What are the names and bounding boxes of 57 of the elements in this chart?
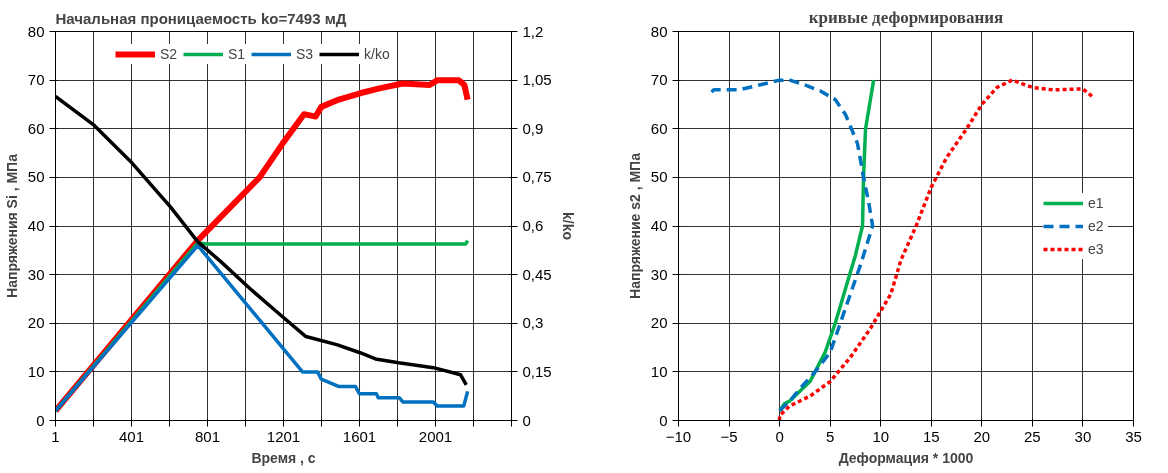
y2-axis-title: k/ko [559,211,576,241]
x-tick-label: 0 [775,427,784,445]
x-tick-label: 801 [194,427,221,445]
legend-label: S1 [228,46,247,62]
y-tick-label: 30 [27,265,45,283]
x-tick-label: 35 [1125,427,1142,445]
y2-tick-label: 1,2 [522,22,544,40]
legend-label: e2 [1088,217,1105,234]
y-tick-label: 60 [27,119,45,137]
legend-label: S3 [296,46,315,62]
legend-label: e1 [1088,194,1105,211]
y-tick-label: 20 [650,314,668,332]
y-tick-label: 80 [27,22,45,40]
y-tick-label: 50 [650,168,668,186]
y2-tick-label: 0 [522,411,531,429]
x-axis-title: Деформация * 1000 [838,449,974,466]
y2-tick-label: 1,05 [522,71,552,89]
y-tick-label: 40 [27,217,45,234]
x-tick-label: 25 [1024,427,1041,445]
x-tick-label: 1 [51,427,60,445]
y-tick-label: 30 [650,265,668,283]
legend-label: e3 [1088,240,1105,257]
x-tick-label: 401 [118,427,145,445]
y-tick-label: 60 [650,119,668,137]
x-tick-label: 15 [922,427,940,445]
legend-label: k/ko [364,46,390,62]
x-tick-label: 5 [826,427,835,445]
x-tick-label: −10 [665,427,692,445]
legend-label: S2 [160,46,179,62]
x-tick-label: 1201 [266,427,301,445]
y2-tick-label: 0,15 [522,362,552,380]
y-axis-title: Напряжение s2 , МПа [626,152,643,299]
x-axis-title: Время , с [251,449,316,466]
y2-tick-label: 0,9 [522,119,544,137]
y-tick-label: 70 [650,71,668,89]
y2-tick-label: 0,75 [522,168,552,186]
y-tick-label: 10 [650,362,668,380]
y-tick-label: 10 [27,362,45,380]
y-tick-label: 80 [650,22,668,40]
y2-tick-label: 0,45 [522,265,552,283]
y-axis-title: Напряжения Si , МПа [3,153,20,298]
y2-tick-label: 0,3 [522,314,544,332]
x-tick-label: 1601 [342,427,377,445]
x-tick-label: −5 [720,427,738,445]
y-tick-label: 50 [27,168,45,186]
x-tick-label: 20 [973,427,991,445]
y-tick-label: 40 [650,217,668,234]
y-tick-label: 0 [36,411,45,429]
x-tick-label: 2001 [418,427,453,445]
y-tick-label: 20 [27,314,45,332]
x-tick-label: 30 [1074,427,1092,445]
x-tick-label: 10 [872,427,890,445]
y-tick-label: 70 [27,71,45,89]
y-tick-label: 0 [659,411,668,429]
chart-title: кривые деформирования [808,7,1004,27]
y2-tick-label: 0,6 [522,217,544,234]
chart-title: Начальная проницаемость ko=7493 мД [55,9,347,27]
